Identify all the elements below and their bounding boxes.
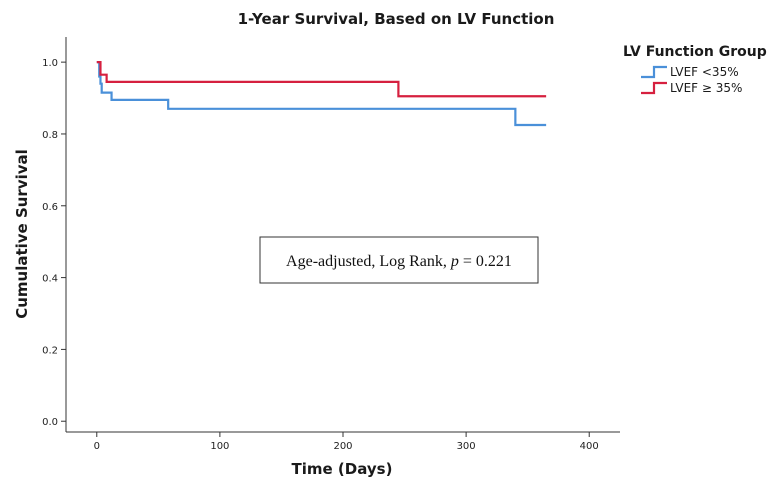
legend-symbol-2 [641,81,667,95]
legend-title: LV Function Group [623,44,767,60]
annotation-suffix: = 0.221 [459,253,512,270]
legend-label-1: LVEF <35% [670,65,739,79]
x-tick-label: 0 [94,441,100,452]
series-layer [96,61,547,127]
plot-area: 0 100 200 300 400 0.0 0.2 0.4 0.6 0.8 1.0 [42,37,620,452]
y-tick-label: 0.2 [42,345,58,356]
x-axis-label: Time (Days) [292,460,393,478]
x-tick-label: 200 [333,441,352,452]
series-line-2 [96,61,547,98]
chart-title: 1-Year Survival, Based on LV Function [238,10,555,28]
annotation-box: Age-adjusted, Log Rank, p = 0.221 [259,236,539,284]
x-tick-label: 100 [210,441,229,452]
legend: LV Function Group LVEF <35% LVEF ≥ 35% [623,44,767,95]
y-tick-label: 0.6 [42,202,58,213]
annotation-border [259,236,539,284]
legend-items: LVEF <35% LVEF ≥ 35% [641,65,742,95]
y-tick-label: 0.4 [42,274,58,285]
annotation-prefix: Age-adjusted, Log Rank, [286,253,451,270]
x-tick-label: 400 [580,441,599,452]
y-axis-label: Cumulative Survival [13,149,31,319]
annotation-p-symbol: p [450,253,459,270]
x-ticks: 0 100 200 300 400 [94,432,599,452]
series-line-1 [96,61,547,127]
legend-symbol-1 [641,65,667,79]
y-tick-label: 1.0 [42,58,58,69]
annotation-text: Age-adjusted, Log Rank, p = 0.221 [286,253,512,270]
y-ticks: 0.0 0.2 0.4 0.6 0.8 1.0 [42,58,66,428]
y-tick-label: 0.8 [42,130,58,141]
x-tick-label: 300 [457,441,476,452]
y-tick-label: 0.0 [42,417,58,428]
legend-label-2: LVEF ≥ 35% [670,81,742,95]
